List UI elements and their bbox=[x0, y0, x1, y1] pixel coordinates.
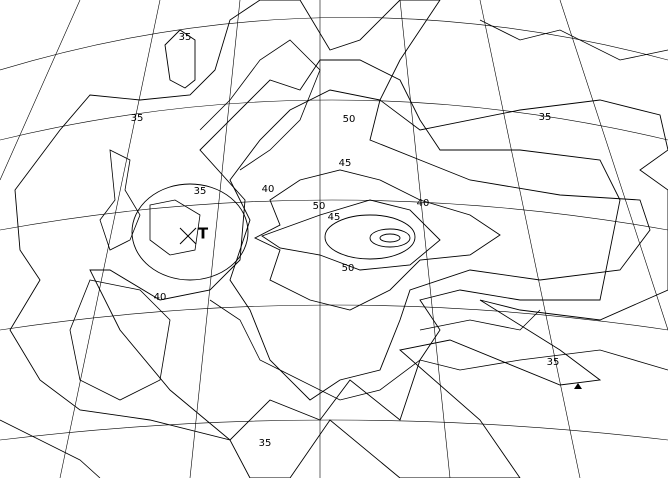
contour-label: 45 bbox=[339, 158, 352, 169]
band-green bbox=[229, 89, 651, 401]
contour-label: 40 bbox=[262, 184, 275, 195]
coastline bbox=[149, 199, 201, 256]
contour-label: 35 bbox=[179, 32, 192, 43]
marker-stroke bbox=[179, 227, 197, 245]
marker-label: T bbox=[198, 225, 209, 243]
core-inner bbox=[379, 233, 401, 243]
parallel bbox=[0, 99, 668, 141]
band-red bbox=[9, 0, 668, 478]
coastline bbox=[99, 149, 141, 251]
contour-label: 35 bbox=[194, 186, 207, 197]
band-red-north bbox=[164, 29, 196, 89]
coastline bbox=[199, 39, 321, 171]
meridian bbox=[0, 0, 81, 181]
contour-label: 45 bbox=[328, 212, 341, 223]
meridian bbox=[59, 0, 161, 478]
meridian bbox=[189, 0, 241, 478]
coastlines bbox=[0, 19, 668, 478]
parallel bbox=[0, 17, 668, 71]
contour-label: 50 bbox=[313, 201, 326, 212]
contour-label: 40 bbox=[417, 198, 430, 209]
core bbox=[369, 228, 411, 248]
parallel bbox=[0, 419, 668, 441]
contour-label: 35 bbox=[131, 113, 144, 124]
band-blue bbox=[261, 199, 441, 271]
contour-label: 35 bbox=[547, 357, 560, 368]
meridian bbox=[479, 0, 581, 478]
contour-label: 50 bbox=[343, 114, 356, 125]
contour-label: 35 bbox=[539, 112, 552, 123]
meridian bbox=[399, 0, 451, 478]
parallel bbox=[0, 199, 668, 231]
wind-marker bbox=[179, 227, 582, 389]
coastline bbox=[209, 299, 668, 401]
hole-white bbox=[131, 183, 249, 281]
band-yellow bbox=[89, 59, 621, 441]
fields bbox=[9, 0, 668, 478]
coastline bbox=[0, 419, 101, 478]
contour-label: 40 bbox=[154, 292, 167, 303]
contour-label: 35 bbox=[259, 438, 272, 449]
meridian bbox=[559, 0, 668, 331]
band-magenta bbox=[324, 214, 416, 260]
contour-label: 50 bbox=[342, 263, 355, 274]
site-marker bbox=[574, 383, 582, 389]
band-cyan bbox=[253, 169, 501, 311]
coastline bbox=[69, 279, 171, 401]
coastline bbox=[419, 309, 541, 331]
coastline bbox=[479, 19, 668, 61]
